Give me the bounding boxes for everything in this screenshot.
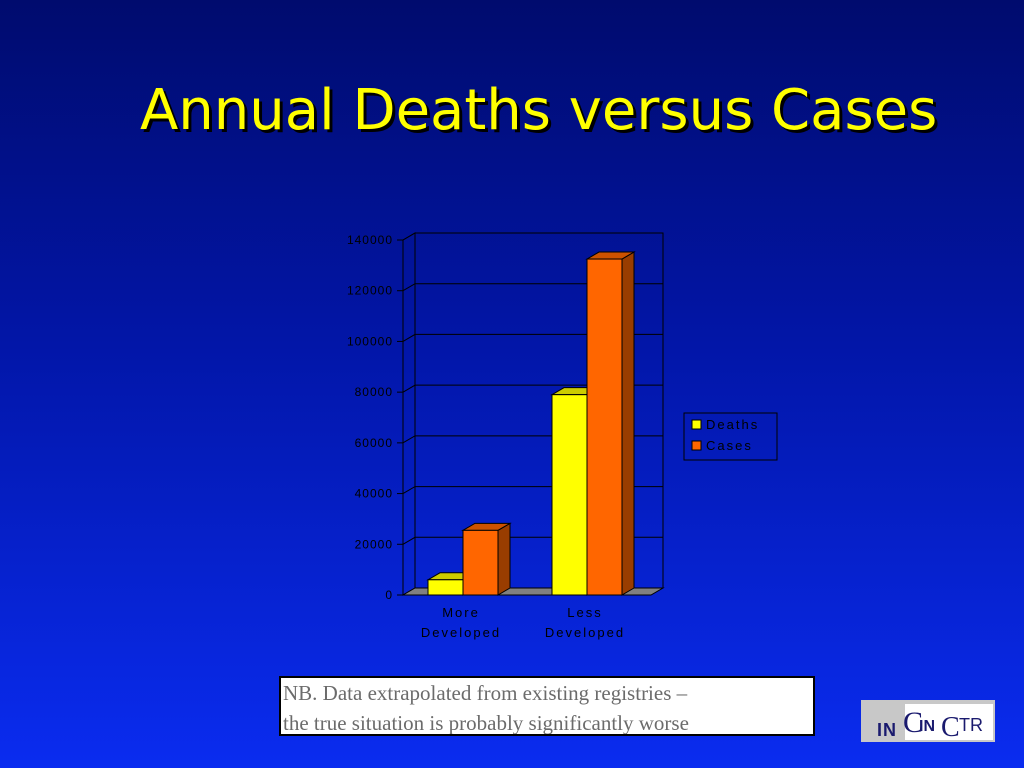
bar-side	[497, 522, 511, 596]
bar-deaths	[427, 579, 464, 596]
gridline	[402, 384, 663, 393]
bar-deaths	[551, 394, 588, 596]
legend-swatch-deaths	[691, 419, 702, 430]
y-tick-label: 60000	[355, 436, 393, 450]
y-tick-label: 0	[385, 588, 393, 602]
footnote-box: NB. Data extrapolated from existing regi…	[279, 676, 815, 736]
svg-text:C: C	[903, 706, 923, 739]
legend-label: Deaths	[706, 417, 759, 432]
y-tick-label: 20000	[355, 537, 393, 551]
svg-text:C: C	[941, 712, 960, 742]
x-category-label: More	[442, 605, 480, 620]
svg-text:TR: TR	[959, 715, 983, 735]
x-category-label: Developed	[545, 625, 625, 640]
svg-text:N: N	[883, 720, 896, 740]
gridline	[402, 283, 663, 292]
bar-cases	[462, 529, 499, 596]
gridline	[402, 333, 663, 342]
footnote-line-1: NB. Data extrapolated from existing regi…	[283, 681, 688, 705]
legend-box	[683, 412, 778, 461]
bar-cases	[586, 258, 623, 596]
legend-label: Cases	[706, 438, 753, 453]
y-tick-label: 40000	[355, 487, 393, 501]
inctr-logo: I N C IN C TR	[861, 700, 995, 742]
legend-swatch-cases	[691, 440, 702, 451]
footnote-line-2: the true situation is probably significa…	[283, 711, 689, 735]
svg-text:IN: IN	[919, 718, 935, 735]
x-category-label: Developed	[421, 625, 501, 640]
svg-text:I: I	[877, 720, 882, 740]
x-category-label: Less	[567, 605, 602, 620]
y-tick-label: 100000	[347, 334, 393, 348]
y-tick-label: 80000	[355, 385, 393, 399]
gridline	[402, 232, 663, 241]
y-tick-label: 120000	[347, 284, 393, 298]
y-tick-label: 140000	[347, 233, 393, 247]
slide-title: Annual Deaths versus Cases	[140, 78, 938, 143]
bar-side	[621, 251, 635, 596]
